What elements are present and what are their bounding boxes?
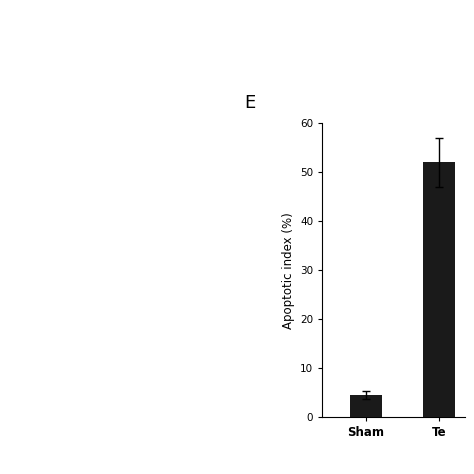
Text: E: E	[244, 94, 255, 112]
Bar	[423, 163, 456, 417]
Y-axis label: Apoptotic index (%): Apoptotic index (%)	[282, 212, 295, 328]
Bar	[350, 395, 383, 417]
